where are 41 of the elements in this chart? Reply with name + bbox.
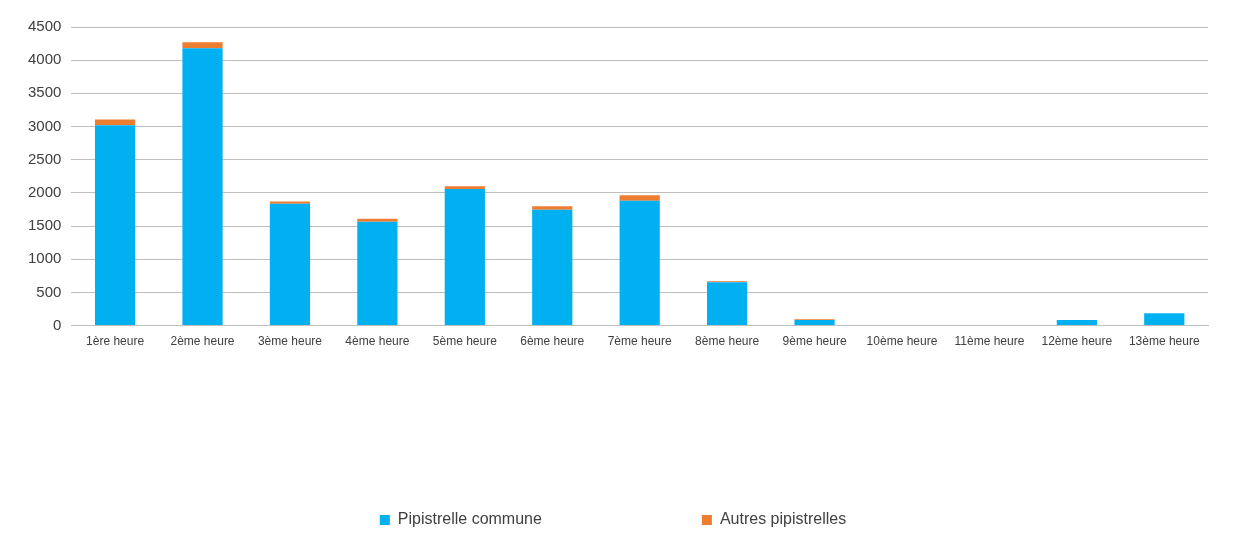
x-tick-label: 11ème heure [954,334,1025,349]
x-tick-label: 12ème heure [1041,334,1113,349]
x-tick-label: 9ème heure [782,334,847,349]
bar [444,186,485,189]
x-tick-label: 3ème heure [257,334,323,349]
x-tick-label: 13ème heure [1128,334,1200,349]
bar [532,206,573,210]
y-tick-label: 4500 [27,17,62,35]
bar [269,203,311,326]
x-tick-label: 8ème heure [695,334,760,349]
x-tick-label: 4ème heure [345,334,410,349]
x-tick-label: 1ère heure [86,334,145,349]
y-tick-label: 1500 [27,216,62,234]
bar [444,188,485,326]
x-tick-label: 2ème heure [170,334,235,349]
y-tick-label: 1000 [27,249,62,267]
bar [182,42,223,49]
bar [619,200,660,326]
bar [357,218,398,222]
x-tick-label: 7ème heure [607,334,673,349]
legend-label: Autres pipistrelles [719,510,847,528]
bar [619,195,660,201]
y-tick-label: 2500 [27,149,62,167]
bar [794,319,835,326]
bar [94,125,136,326]
bar [182,48,223,326]
bar [1144,313,1185,326]
bar [357,221,398,326]
x-tick-label: 5ème heure [432,334,498,349]
y-tick-label: 3000 [27,116,62,134]
x-tick-label: 6ème heure [520,334,585,349]
legend-label: Pipistrelle commune [397,510,542,528]
x-tick-label: 10ème heure [866,334,938,349]
bar [532,209,573,326]
y-tick-label: 0 [53,315,62,333]
y-tick-label: 2000 [27,183,62,201]
y-tick-label: 3500 [27,83,62,101]
y-tick-label: 500 [36,282,62,300]
bar [1056,319,1097,326]
bar [707,282,748,326]
y-tick-label: 4000 [27,50,62,68]
